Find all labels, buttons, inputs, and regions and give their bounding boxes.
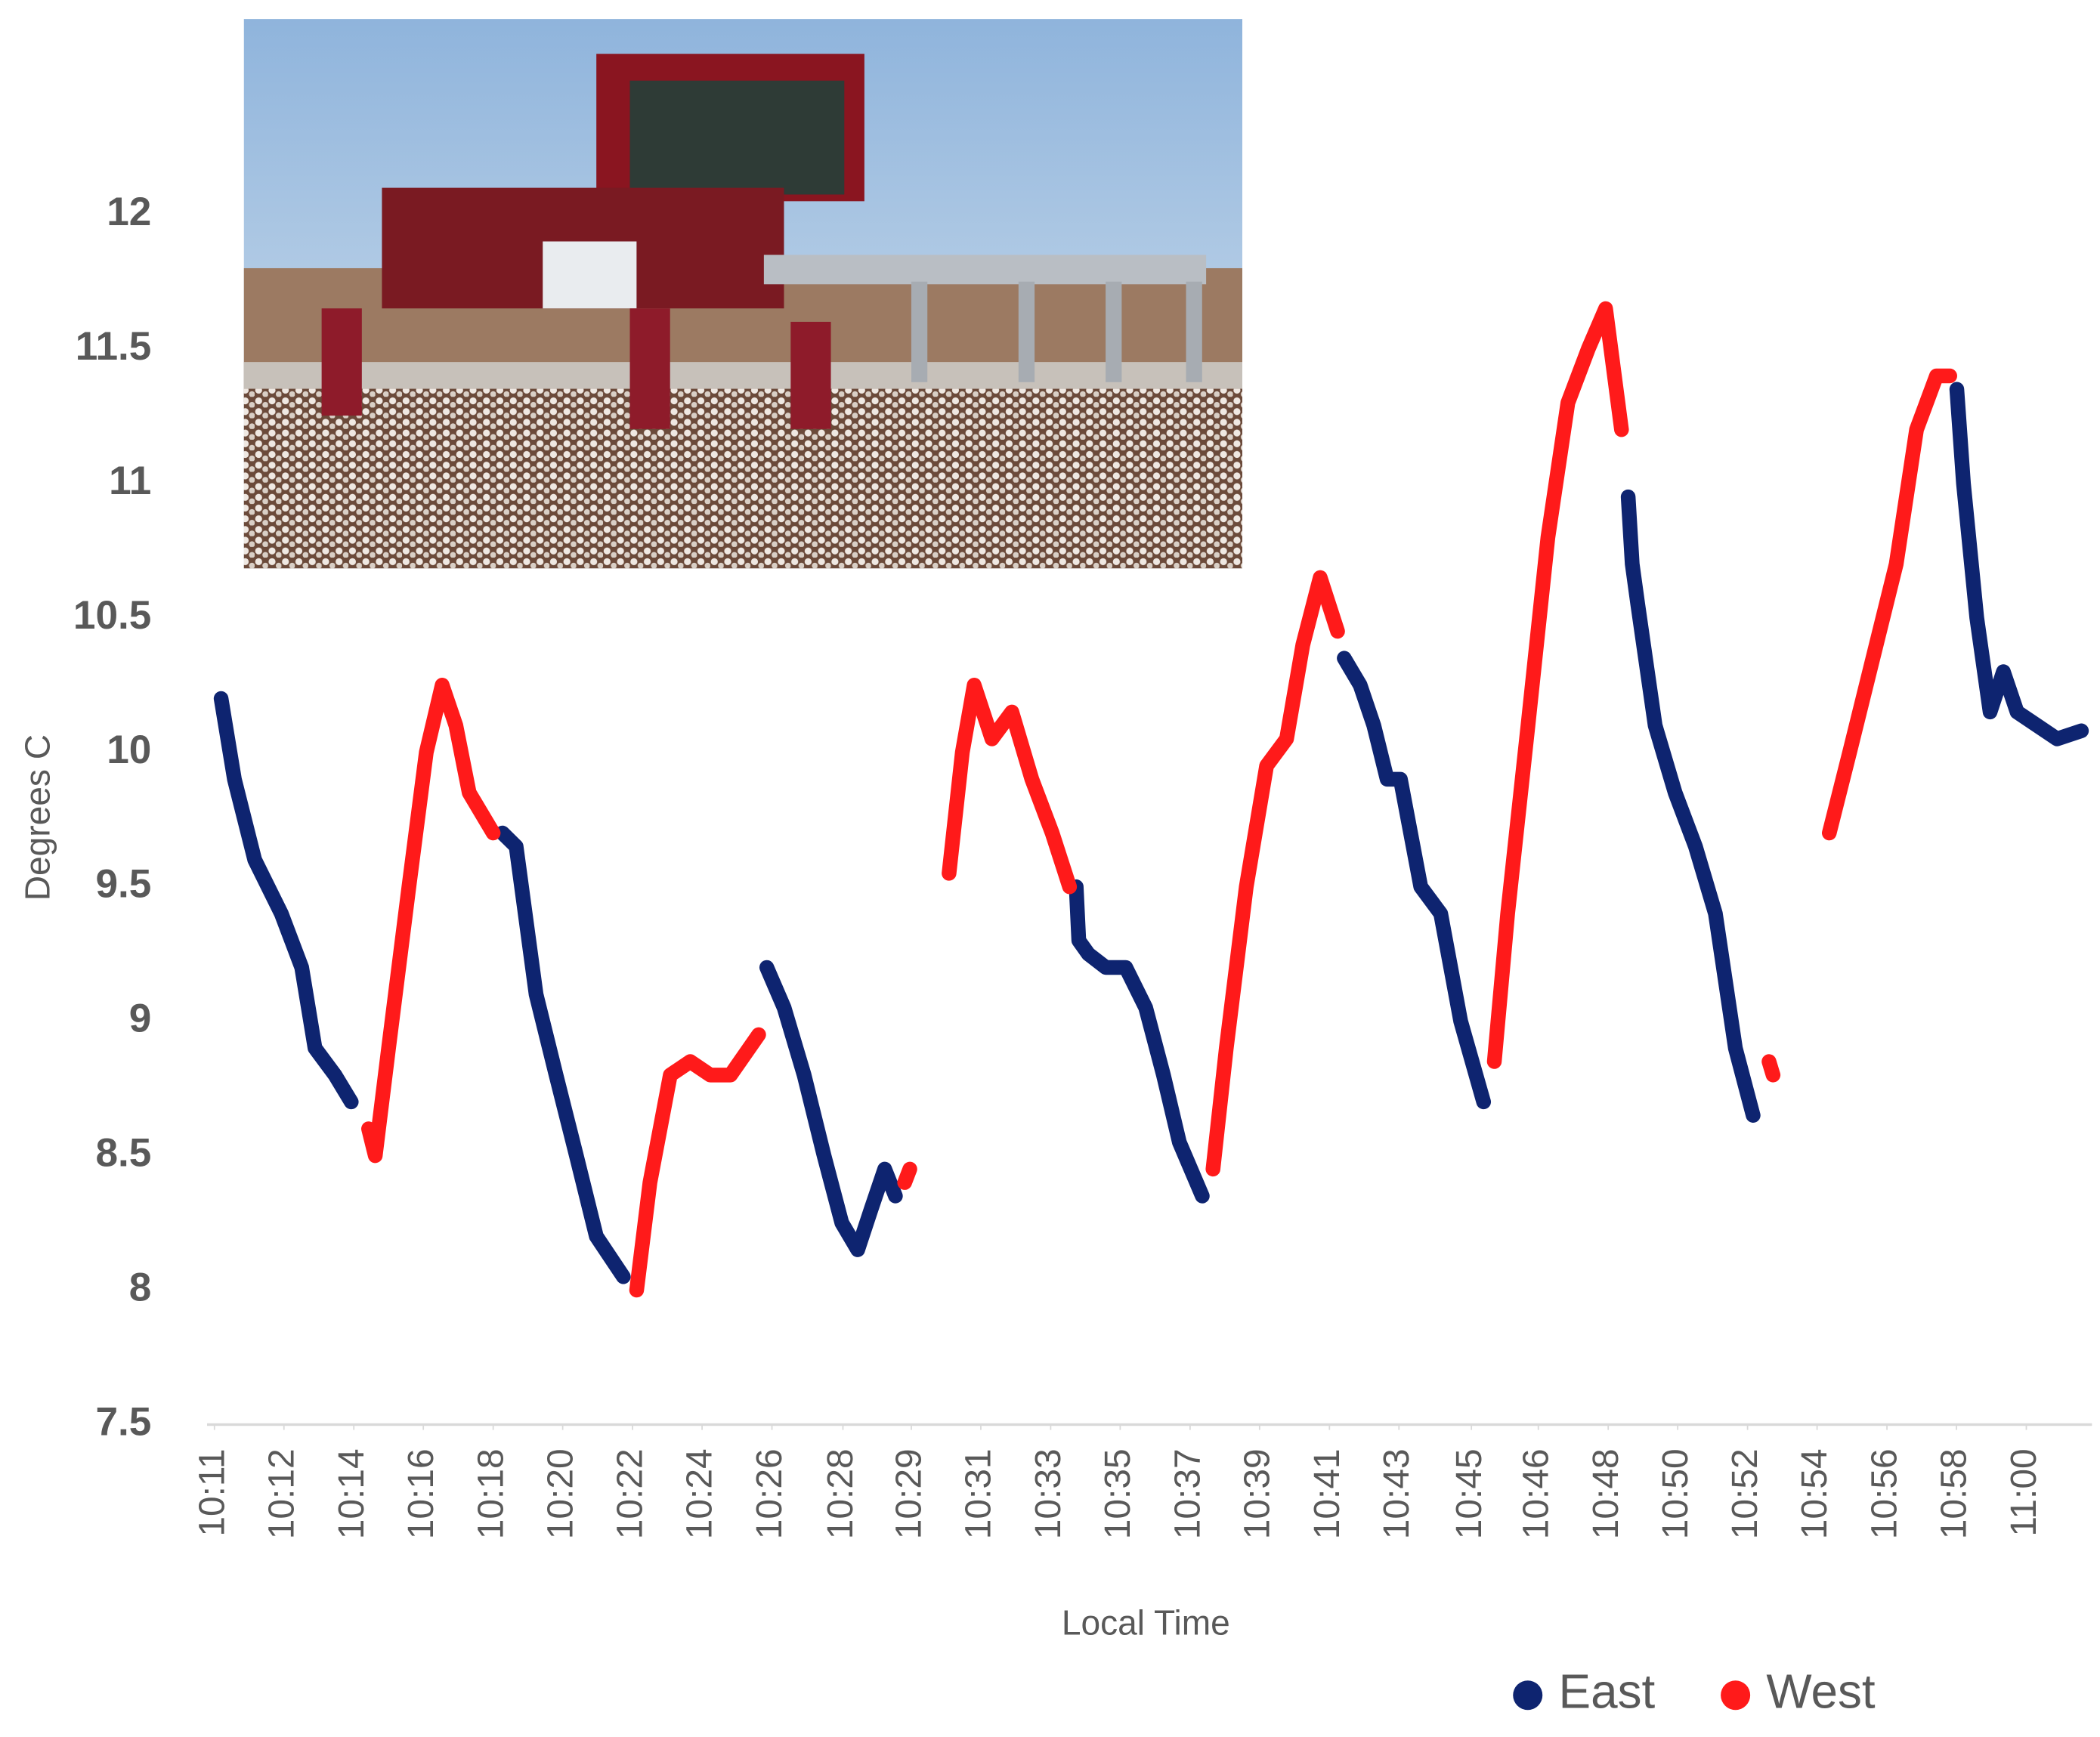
x-tick-label: 10:58 (1935, 1448, 1975, 1539)
y-axis-title: Degrees C (17, 734, 57, 901)
legend-label: East (1559, 1664, 1656, 1719)
y-tick-label: 10 (107, 728, 151, 772)
x-tick-label: 10:29 (889, 1448, 929, 1539)
photo-boom (763, 255, 1207, 285)
x-tick-label: 10:24 (680, 1448, 720, 1539)
legend-label: West (1766, 1664, 1876, 1719)
legend-marker (1513, 1680, 1543, 1711)
x-tick-label: 10:14 (332, 1448, 372, 1539)
x-tick-label: 10:26 (750, 1448, 790, 1539)
photo-field (243, 388, 1242, 569)
x-tick-label: 10:11 (192, 1448, 232, 1536)
x-tick-label: 10:45 (1449, 1448, 1489, 1539)
photo-leg (321, 308, 362, 416)
photo-inset (243, 19, 1242, 569)
y-tick-label: 11.5 (76, 324, 152, 369)
x-tick-label: 10:39 (1237, 1448, 1277, 1539)
y-tick-label: 10.5 (73, 593, 152, 638)
y-tick-label: 7.5 (95, 1400, 151, 1445)
x-tick-label: 10:37 (1168, 1448, 1208, 1539)
x-tick-label: 10:41 (1307, 1448, 1347, 1539)
x-tick-label: 10:43 (1377, 1448, 1417, 1539)
x-tick-label: 11:00 (2004, 1448, 2044, 1536)
x-tick-label: 10:46 (1516, 1448, 1556, 1539)
x-tick-label: 10:20 (540, 1448, 580, 1539)
series-line (361, 301, 1957, 1298)
series-line (213, 382, 2089, 1284)
legend-marker (1721, 1680, 1751, 1711)
x-tick-label: 10:50 (1656, 1448, 1696, 1539)
photo-cab-window (629, 80, 845, 195)
x-tick-label: 10:12 (261, 1448, 302, 1539)
photo-sensor (1106, 281, 1122, 382)
x-tick-label: 10:52 (1725, 1448, 1765, 1539)
photo-box (543, 241, 637, 309)
y-tick-label: 9.5 (95, 862, 151, 907)
x-axis-title: Local Time (1062, 1603, 1230, 1643)
x-tick-label: 10:22 (611, 1448, 651, 1539)
y-tick-label: 8.5 (95, 1131, 151, 1176)
plot-area (213, 301, 2089, 1430)
photo-sensor (911, 281, 928, 382)
x-tick-label: 10:16 (401, 1448, 441, 1539)
x-tick-label: 10:56 (1865, 1448, 1905, 1539)
x-tick-label: 10:28 (821, 1448, 861, 1539)
x-tick-label: 10:54 (1795, 1448, 1835, 1539)
photo-sensor (1018, 281, 1035, 382)
y-tick-label: 8 (129, 1266, 152, 1310)
legend: East West (1513, 1664, 1876, 1719)
y-tick-label: 12 (107, 190, 151, 234)
x-tick-label: 10:35 (1098, 1448, 1138, 1539)
y-tick-label: 9 (129, 997, 152, 1041)
photo-leg (629, 308, 670, 429)
photo-sensor (1186, 281, 1202, 382)
x-tick-label: 10:33 (1028, 1448, 1069, 1539)
photo-road (243, 362, 1242, 389)
x-tick-label: 10:31 (959, 1448, 999, 1539)
y-tick-label: 11 (109, 459, 151, 503)
x-tick-label: 10:48 (1586, 1448, 1626, 1539)
photo-leg (790, 321, 831, 429)
x-tick-label: 10:18 (471, 1448, 511, 1539)
